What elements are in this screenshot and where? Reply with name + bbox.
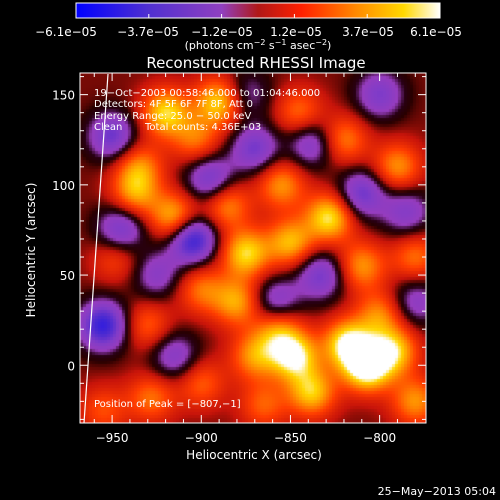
x-tick-label: −850 [274,431,307,445]
algorithm-text: Clean [94,122,122,133]
detectors-text: Detectors: 4F 5F 6F 7F 8F, Att 0 [94,99,253,110]
heatmap-image [80,73,426,423]
colorbar-tick-label: 3.7e−05 [342,25,394,39]
plot-frame [79,72,427,424]
time-range-text: 19−Oct−2003 00:58:46.000 to 01:04:46.000 [94,88,320,99]
y-tick-label: 50 [60,269,75,283]
colorbar-gradient [75,2,441,19]
footer-date: 25−May−2013 05:04 [378,485,496,498]
y-axis-label: Heliocentric Y (arcsec) [24,183,38,318]
x-tick-label: −950 [96,431,129,445]
x-tick-label: −800 [363,431,396,445]
energy-range-text: Energy Range: 25.0 − 50.0 keV [94,111,251,122]
peak-position-text: Position of Peak = [−807,−1] [94,399,241,410]
axis-ticks [80,73,426,423]
x-tick-label: −900 [185,431,218,445]
colorbar-tick-label: −3.7e−05 [117,25,179,39]
chart-title: Reconstructed RHESSI Image [146,54,365,72]
y-tick-label: 0 [67,359,75,373]
total-counts-text: Total counts: 4.36E+03 [144,122,261,133]
colorbar: −6.1e−05 −3.7e−05 −1.2e−05 1.2e−05 3.7e−… [35,2,462,52]
colorbar-tick-label: −6.1e−05 [35,25,97,39]
colorbar-units: (photons cm−2 s−1 asec−2) [185,38,332,52]
colorbar-tick-label: 6.1e−05 [410,25,462,39]
y-tick-label: 150 [52,89,75,103]
colorbar-tick-label: −1.2e−05 [191,25,253,39]
y-tick-label: 100 [52,179,75,193]
info-annotations: 19−Oct−2003 00:58:46.000 to 01:04:46.000… [94,88,320,410]
x-axis-label: Heliocentric X (arcsec) [186,448,322,462]
plot-area [79,72,427,424]
x-tick-labels: −950 −900 −850 −800 [96,431,396,445]
y-tick-labels: 0 50 100 150 [52,89,75,374]
colorbar-tick-label: 1.2e−05 [270,25,322,39]
colorbar-ticks [75,14,441,18]
